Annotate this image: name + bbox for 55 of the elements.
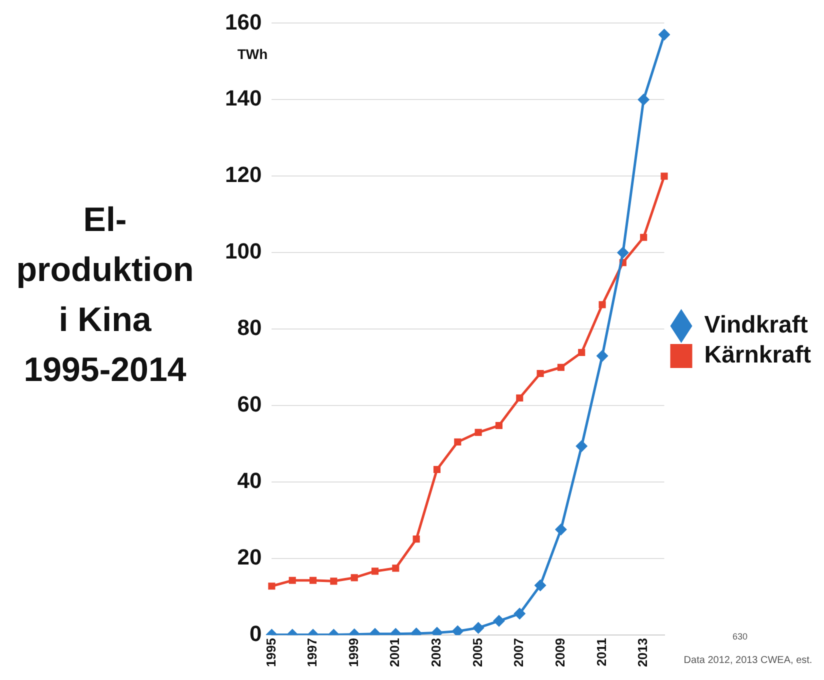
point xyxy=(578,348,586,356)
point xyxy=(454,438,462,446)
point xyxy=(536,370,544,378)
y-tick-label: 20 xyxy=(237,544,262,570)
x-tick-label: 2011 xyxy=(594,638,609,666)
x-tick-label: 1997 xyxy=(304,638,320,667)
x-tick-label: 2005 xyxy=(470,638,485,667)
point xyxy=(598,301,606,308)
point xyxy=(268,582,276,590)
point xyxy=(557,364,564,371)
point xyxy=(596,350,608,362)
y-tick-label: 100 xyxy=(224,238,262,264)
point xyxy=(330,578,338,585)
text: El- produktion i Kina 1995-2014 xyxy=(15,200,195,391)
point xyxy=(640,234,648,241)
point xyxy=(554,524,567,536)
point xyxy=(576,440,588,452)
point xyxy=(412,536,420,543)
point xyxy=(452,625,464,636)
x-tick-label: 2003 xyxy=(428,638,444,667)
y-tick-label: 0 xyxy=(249,621,262,646)
point xyxy=(472,622,484,634)
point xyxy=(392,564,400,572)
y-tick-label: 80 xyxy=(237,315,262,340)
point xyxy=(350,574,358,582)
point xyxy=(514,608,526,620)
legend-label: Kärnkraft xyxy=(704,342,811,369)
x-tick-label: 2013 xyxy=(635,638,650,667)
legend-label: Vindkraft xyxy=(704,312,808,339)
point xyxy=(516,394,524,402)
y-tick-label: 140 xyxy=(224,86,262,111)
point xyxy=(616,246,629,259)
y-axis-title: TWh xyxy=(237,46,268,62)
point xyxy=(492,614,505,627)
x-tick-label: 2007 xyxy=(511,638,526,667)
y-tick-label: 120 xyxy=(224,162,262,188)
point xyxy=(474,428,482,436)
point xyxy=(638,94,650,106)
x-tick-label: 2009 xyxy=(552,638,568,667)
y-tick-label: 160 xyxy=(224,9,262,34)
x-tick-label: 1999 xyxy=(346,638,361,667)
y-tick-label: 40 xyxy=(237,468,262,494)
y-tick-label: 60 xyxy=(237,392,262,417)
point xyxy=(660,172,668,180)
point xyxy=(288,576,296,584)
point xyxy=(658,28,670,41)
point xyxy=(534,579,546,592)
point xyxy=(309,576,317,584)
x-tick-label: 2001 xyxy=(387,638,402,667)
text: 630 xyxy=(732,631,748,642)
x-tick-label: 1995 xyxy=(263,638,278,667)
point xyxy=(495,422,503,430)
point xyxy=(433,466,441,474)
text: Data 2012, 2013 CWEA, est. xyxy=(684,654,812,666)
point xyxy=(371,568,379,575)
